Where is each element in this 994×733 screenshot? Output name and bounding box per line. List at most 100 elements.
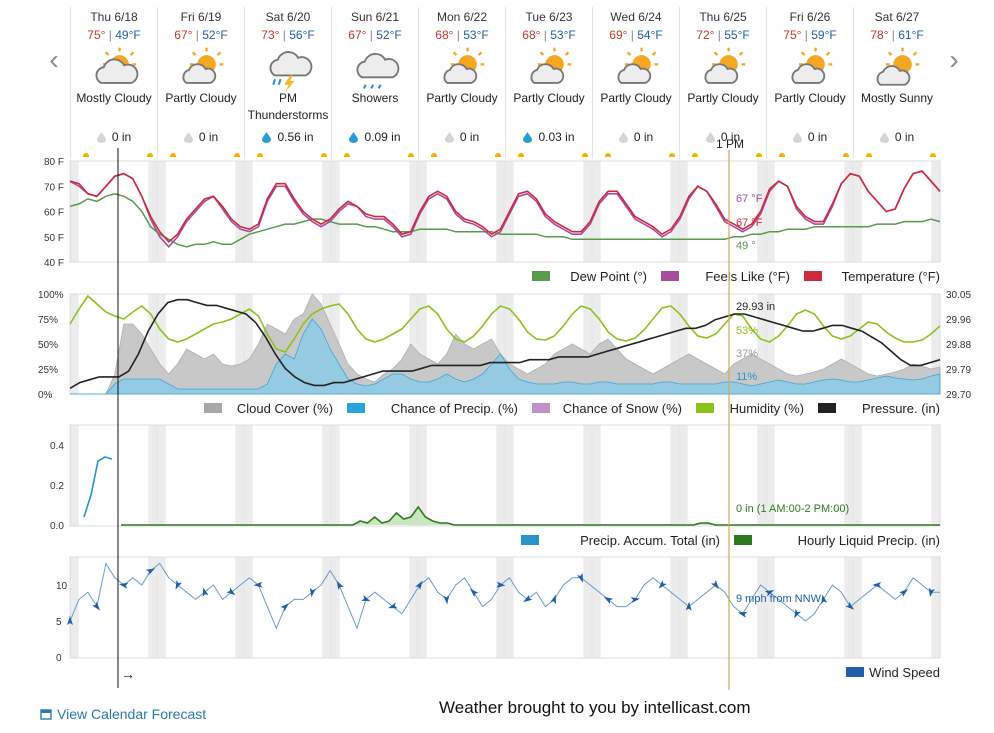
precip-amount: 0.09 in (332, 130, 418, 144)
credit-text: Weather brought to you by intellicast.co… (439, 698, 751, 717)
wind-arrow-icon (658, 580, 667, 589)
y-tick-label: 0% (38, 390, 53, 401)
prev-arrow-button[interactable]: ‹ (49, 44, 59, 75)
low-temp: 49°F (115, 28, 141, 42)
legend-label: Hourly Liquid Precip. (in) (798, 533, 940, 548)
day-column[interactable]: Thu 6/25 72° | 55°F Partly Cloudy 0 in (679, 7, 766, 159)
dew-point-readout: 49 ° (736, 240, 756, 252)
wind-arrow-icon (496, 581, 506, 588)
legend-label: Dew Point (°) (570, 269, 647, 284)
day-column[interactable]: Thu 6/18 75° | 49°F Mostly Cloudy 0 in (70, 7, 157, 159)
wind-chart: 10 5 0 9 mph from NNW Wind Speed (56, 556, 941, 680)
sunset-icon (930, 153, 936, 157)
day-label: Tue 6/23 (525, 10, 573, 24)
legend-swatch (818, 403, 836, 413)
high-temp: 69° (609, 28, 628, 42)
wind-arrow-icon (470, 588, 479, 598)
raindrop-icon (444, 131, 454, 143)
high-temp: 78° (870, 28, 889, 42)
sun-markers (593, 151, 679, 157)
sunrise-icon (518, 153, 524, 157)
day-column[interactable]: Mon 6/22 68° | 53°F Partly Cloudy 0 in (418, 7, 505, 159)
humidity-readout: 53% (736, 325, 758, 337)
accum-total-line (83, 456, 113, 518)
y2-tick-label: 29.88 (946, 340, 971, 351)
day-column[interactable]: Wed 6/24 69° | 54°F Partly Cloudy 0 in (592, 7, 679, 159)
wind-arrow-icon (576, 572, 583, 583)
low-temp: 54°F (637, 28, 663, 42)
wind-arrow-icon (415, 580, 423, 590)
low-temp: 55°F (724, 28, 750, 42)
next-arrow-button[interactable]: › (949, 44, 959, 75)
legend-swatch (661, 271, 679, 281)
day-column[interactable]: Tue 6/23 68° | 53°F Partly Cloudy 0.03 in (505, 7, 592, 159)
day-column[interactable]: Sun 6/21 67° | 52°F Showers 0.09 in (331, 7, 418, 159)
dew-point-line (69, 193, 941, 248)
wind-arrow-icon (821, 594, 828, 604)
sunrise-icon (605, 153, 611, 157)
legend-swatch (204, 403, 222, 413)
legend-label: Chance of Precip. (%) (391, 401, 518, 416)
sun-markers (854, 151, 940, 157)
legend-swatch (532, 271, 550, 281)
night-band (70, 425, 79, 526)
day-label: Thu 6/18 (90, 10, 138, 24)
day-temps: 78° | 61°F (870, 28, 924, 42)
partly-cloudy-icon (767, 44, 853, 90)
day-column[interactable]: Fri 6/26 75° | 59°F Partly Cloudy 0 in (766, 7, 853, 159)
thunderstorm-icon (245, 44, 331, 93)
night-band (70, 294, 79, 394)
day-temps: 69° | 54°F (609, 28, 663, 42)
low-temp: 56°F (289, 28, 315, 42)
precip-amount: 0 in (158, 130, 244, 144)
sunrise-icon (170, 153, 176, 157)
y-tick-label: 50% (38, 340, 58, 351)
night-band (70, 557, 79, 658)
view-calendar-forecast-link[interactable]: View Calendar Forecast (40, 706, 206, 722)
condition-text: PM Thunderstorms (247, 91, 329, 122)
day-column[interactable]: Sat 6/27 78° | 61°F Mostly Sunny 0 in (853, 7, 940, 159)
legend-swatch (804, 271, 822, 281)
condition-text: Showers (351, 91, 399, 105)
partly-cloudy-icon (680, 44, 766, 90)
wind-arrow-icon (685, 601, 692, 611)
raindrop-icon (183, 131, 193, 143)
legend-swatch (696, 403, 714, 413)
condition-text: Partly Cloudy (426, 91, 498, 105)
wind-arrow-icon (899, 589, 908, 598)
precip-amount: 0 in (680, 130, 766, 144)
y-tick-label: 100% (38, 290, 64, 301)
day-label: Sat 6/20 (265, 10, 311, 24)
low-temp: 53°F (463, 28, 489, 42)
day-column[interactable]: Fri 6/19 67° | 52°F Partly Cloudy 0 in (157, 7, 244, 159)
precip-chance-area (70, 318, 941, 395)
temperature-readout: 67 °F (736, 217, 763, 229)
wind-arrow-icon (443, 595, 450, 605)
day-temps: 75° | 49°F (87, 28, 141, 42)
day-column[interactable]: Sat 6/20 73° | 56°F PM Thunderstorms 0.56 i… (244, 7, 331, 159)
legend-swatch (734, 535, 752, 545)
calendar-icon (40, 709, 52, 720)
wind-arrow-icon (92, 601, 101, 611)
precip-amount: 0 in (854, 130, 940, 144)
legend-label: Precip. Accum. Total (in) (580, 533, 720, 548)
sunrise-icon (431, 153, 437, 157)
night-band (931, 161, 940, 262)
y-tick-label: 75% (38, 315, 58, 326)
partly-cloudy-icon (158, 44, 244, 90)
high-temp: 75° (783, 28, 802, 42)
calendar-link-label: View Calendar Forecast (57, 706, 207, 722)
condition-text: Partly Cloudy (165, 91, 237, 105)
partly-cloudy-icon (419, 44, 505, 90)
condition-text: Partly Cloudy (600, 91, 672, 105)
day-temps: 68° | 53°F (522, 28, 576, 42)
sun-markers (506, 151, 592, 157)
low-temp: 52°F (202, 28, 228, 42)
condition-text: Partly Cloudy (774, 91, 846, 105)
legend-swatch (521, 535, 539, 545)
day-label: Fri 6/19 (180, 10, 222, 24)
mostly-sunny-icon (854, 44, 940, 90)
sunset-icon (234, 153, 240, 157)
legend-label: Pressure. (in) (862, 401, 940, 416)
precip-readout: 0 in (1 AM:00-2 PM:00) (736, 503, 849, 515)
